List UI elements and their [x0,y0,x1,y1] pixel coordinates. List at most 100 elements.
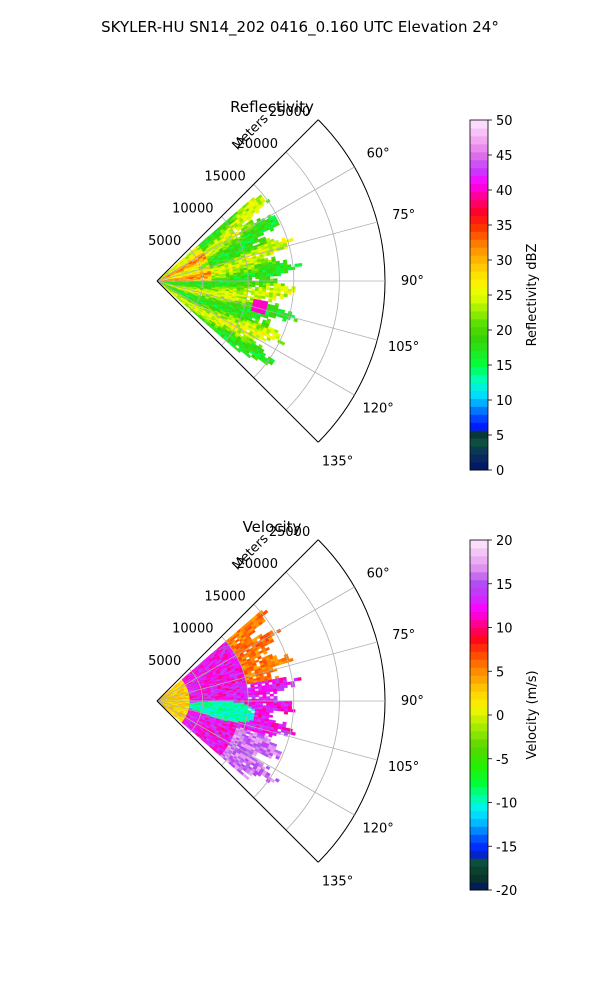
figure-title: SKYLER-HU SN14_202 0416_0.160 UTC Elevat… [101,18,499,37]
radar-gate [277,726,283,730]
radar-gate [283,267,289,271]
radar-gate [244,695,249,698]
radar-gate [273,285,278,289]
colorbar-label: Velocity (m/s) [525,670,540,759]
radar-gate [251,282,256,286]
radar-gate [276,293,281,297]
radar-gate [262,276,267,279]
colorbar-swatch [470,326,488,336]
colorbar-swatch [470,406,488,415]
radar-gate [247,702,252,706]
colorbar-swatch [470,563,488,573]
colorbar-swatch [470,247,488,256]
colorbar-swatch [470,738,488,748]
colorbar-swatch [470,462,488,471]
angle-tick-label: 90° [401,274,424,289]
colorbar-swatch [470,707,488,716]
radar-gate [265,271,271,275]
radar-gate [288,237,294,243]
radar-gate [262,696,267,699]
radar-gate [280,270,285,274]
colorbar-swatch [470,390,488,399]
radar-gate [247,282,252,286]
radar-gate [244,277,249,280]
colorbar-swatch [470,255,488,264]
colorbar-swatch [470,199,488,208]
radial-tick-label: 15000 [204,589,245,604]
angle-tick-label: 135° [322,455,353,470]
radar-gate [265,287,271,291]
radar-gate [251,702,256,706]
radar-gate [276,288,281,292]
colorbar-tick-label: 45 [496,149,513,164]
radar-gate [255,272,260,276]
radar-gate [229,277,234,280]
radar-gate [283,711,289,715]
colorbar-swatch [470,127,488,137]
radar-gate [266,705,271,709]
radar-gate [251,694,256,698]
angle-tick-label: 75° [392,208,415,223]
colorbar-tick-label: -20 [496,884,517,899]
colorbar-swatch [470,438,488,447]
radar-gate [266,283,271,286]
radar-gate [265,646,270,652]
colorbar-tick-label: 20 [496,534,513,549]
colorbar-label: Reflectivity dBZ [525,244,540,347]
colorbar-swatch [470,374,488,383]
radar-gate [284,708,289,712]
radar-gate [268,679,273,683]
colorbar-swatch [470,675,488,684]
colorbar-swatch [470,746,488,756]
radar-gate [262,283,267,286]
radar-gate [226,277,231,280]
colorbar-swatch [470,239,488,248]
colorbar-swatch [470,762,488,772]
colorbar-swatch [470,818,488,827]
radar-gate [284,288,289,292]
radar-gate [244,275,249,278]
colorbar-tick-label: 15 [496,359,513,374]
angle-tick-label: 75° [392,628,415,643]
radar-gate [247,286,252,289]
radar-gate [280,288,285,292]
radar-gate [280,687,285,692]
radar-gate [297,677,302,681]
radar-gate [250,292,255,296]
radar-gate [255,276,260,280]
radar-gate [255,274,260,278]
radar-gate [222,278,227,280]
radar-gate [265,294,270,298]
colorbar-swatch [470,223,488,232]
colorbar-swatch [470,271,488,280]
radar-gate [273,691,278,695]
colorbar-swatch [470,619,488,628]
colorbar-swatch [470,422,488,431]
colorbar-swatch [470,135,488,145]
radar-gate [273,283,278,287]
radar-gate [240,697,245,700]
radar-gate [262,694,267,697]
reflectivity-panel: Reflectivity60°75°90°105°120°135°5000100… [148,98,540,479]
colorbar-swatch [470,643,488,652]
radar-gate [283,293,288,298]
radar-gate [240,282,245,285]
colorbar-swatch [470,730,488,740]
radar-gate [244,702,249,705]
radar-gate [258,276,263,280]
radar-gate [273,703,278,707]
radar-gate [288,700,293,704]
colorbar-swatch [470,547,488,557]
radar-gate [273,707,278,711]
velocity-panel: Velocity60°75°90°105°120°135°50001000015… [148,518,540,899]
colorbar-tick-label: 15 [496,578,513,593]
radial-tick-label: 25000 [269,105,310,120]
radar-gate [254,659,260,664]
angle-tick-label: 90° [401,694,424,709]
colorbar-swatch [470,454,488,463]
radar-gate [284,706,289,710]
colorbar-tick-label: 5 [496,429,504,444]
radar-gate [255,694,260,698]
colorbar-swatch [470,279,488,288]
